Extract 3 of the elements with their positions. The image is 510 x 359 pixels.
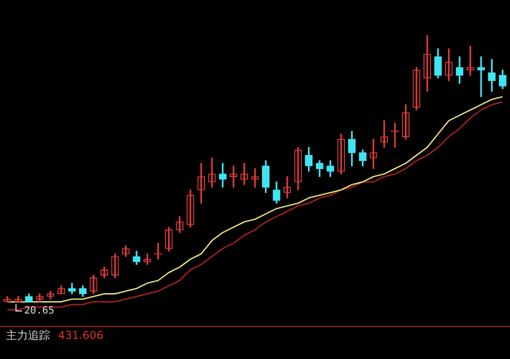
- text: 主力追踪: [6, 328, 50, 342]
- annotation: 20.65: [24, 305, 54, 316]
- text: 431.606: [58, 328, 104, 342]
